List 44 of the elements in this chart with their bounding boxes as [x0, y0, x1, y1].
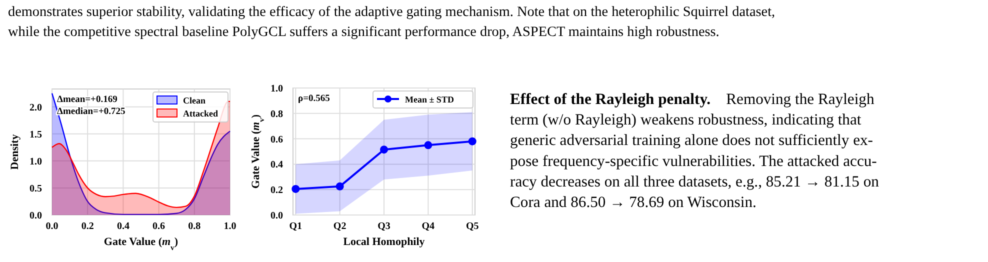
x-tick-label: 0.6	[152, 221, 166, 232]
x-tick-label: Q3	[378, 221, 390, 232]
point	[424, 141, 432, 150]
x-tick-label: Q1	[289, 221, 302, 232]
x-tick-label: 1.0	[224, 221, 236, 232]
annotation: Δmean=+0.169	[57, 95, 118, 105]
x-tick-label: 0.0	[46, 221, 58, 232]
x-tick-label: 0.8	[188, 221, 201, 232]
y-axis-title: Density	[9, 134, 21, 170]
text: generic adversarial training alone does not sufficiently ex-	[510, 132, 873, 150]
point	[292, 184, 300, 193]
x-tick-label: 0.4	[116, 221, 130, 232]
y-tick-label: 0.8	[270, 108, 283, 120]
y-tick-label: 1.5	[30, 129, 42, 140]
text: racy decreases on all three datasets, e.g., 85.21 → 81.15 on	[510, 173, 880, 190]
x-tick-label: Q4	[422, 221, 435, 232]
annotation: ρ=0.565	[298, 94, 330, 104]
point	[336, 182, 344, 190]
text: Removing the Rayleigh	[726, 91, 874, 108]
y-tick-label: 1.0	[270, 84, 283, 94]
y-tick-label: 0.5	[30, 183, 42, 194]
y-tick-label: 0.4	[270, 160, 283, 171]
y-tick-label: 2.0	[30, 102, 42, 114]
text: pose frequency-specific vulnerabilities. The attacked accu-	[510, 152, 877, 170]
point	[380, 146, 388, 154]
y-tick-label: 0.6	[270, 134, 283, 146]
text: demonstrates superior stability, validating the efficacy of the adaptive gating mechanism. Note that on the heterophilic Squirrel dataset,	[8, 4, 776, 20]
y-tick-label: 0.0	[30, 210, 42, 222]
y-tick-label: 0.2	[270, 185, 283, 196]
text: while the competitive spectral baseline PolyGCL suffers a significant performance drop, ASPECT maintains high robustness.	[8, 24, 720, 40]
legend-label: Clean	[183, 96, 206, 106]
legend-label: Attacked	[183, 108, 218, 118]
x-tick-label: Q5	[466, 221, 479, 232]
x-axis-title: Local Homophily	[343, 236, 426, 248]
text: Cora and 86.50 → 78.69 on Wisconsin.	[510, 194, 756, 211]
x-tick-label: Q2	[333, 221, 346, 232]
legend-label: Mean ± STD	[405, 94, 454, 104]
text: Effect of the Rayleigh penalty.	[510, 91, 711, 108]
x-tick-label: 0.2	[81, 221, 94, 232]
x-axis-title: Gate Value (m$_{v}$)	[104, 236, 178, 252]
y-tick-label: 0.0	[270, 210, 283, 222]
y-tick-label: 1.0	[30, 156, 42, 168]
point	[468, 137, 476, 146]
text: term (w/o Rayleigh) weakens robustness, indicating that	[510, 112, 862, 129]
